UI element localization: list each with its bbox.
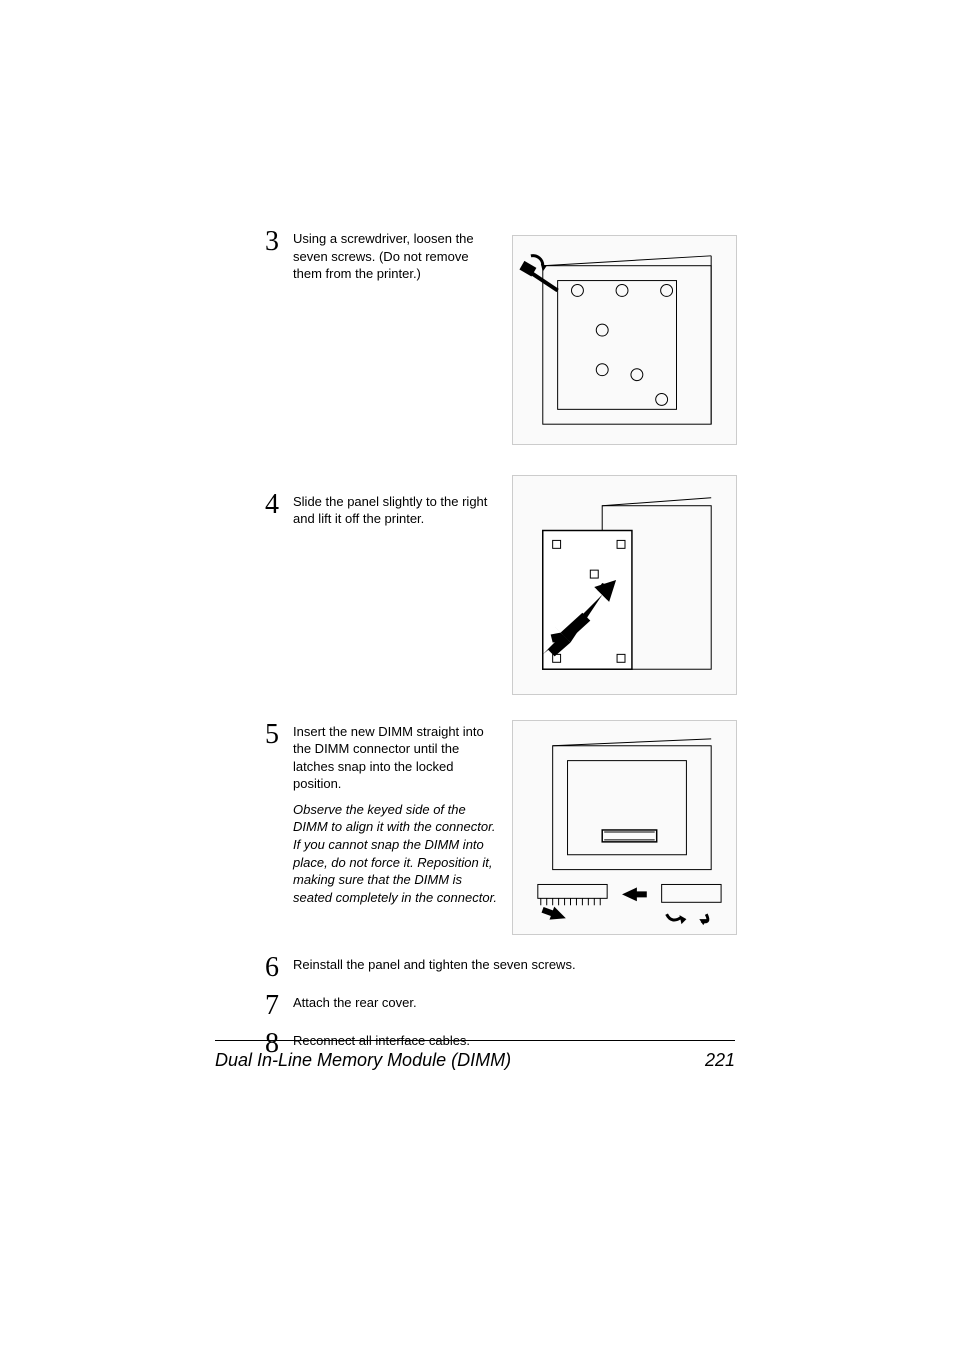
step-body: Reinstall the panel and tighten the seve… <box>293 956 735 974</box>
footer-divider <box>215 1040 735 1041</box>
figure-insert-dimm <box>512 720 737 935</box>
footer-page-number: 221 <box>705 1050 735 1071</box>
slide-panel-illustration <box>513 476 736 694</box>
step-number: 3 <box>265 228 293 256</box>
footer-title: Dual In-Line Memory Module (DIMM) <box>215 1050 511 1071</box>
step-text: Reinstall the panel and tighten the seve… <box>293 956 735 974</box>
step-7: 7 Attach the rear cover. <box>265 994 735 1020</box>
figure-slide-panel <box>512 475 737 695</box>
step-text: Insert the new DIMM straight into the DI… <box>293 723 493 793</box>
step-text: Attach the rear cover. <box>293 994 735 1012</box>
insert-dimm-illustration <box>513 721 736 934</box>
step-body: Attach the rear cover. <box>293 994 735 1012</box>
step-number: 5 <box>265 721 293 749</box>
printer-screws-illustration <box>513 236 736 444</box>
step-6: 6 Reinstall the panel and tighten the se… <box>265 956 735 982</box>
step-number: 7 <box>265 992 293 1020</box>
figure-screws <box>512 235 737 445</box>
page-footer: Dual In-Line Memory Module (DIMM) 221 <box>215 1050 735 1071</box>
step-text: Slide the panel slightly to the right an… <box>293 493 493 528</box>
step-number: 4 <box>265 491 293 519</box>
step-text: Using a screwdriver, loosen the seven sc… <box>293 230 493 283</box>
step-number: 6 <box>265 954 293 982</box>
step-note: Observe the keyed side of the DIMM to al… <box>293 801 503 906</box>
